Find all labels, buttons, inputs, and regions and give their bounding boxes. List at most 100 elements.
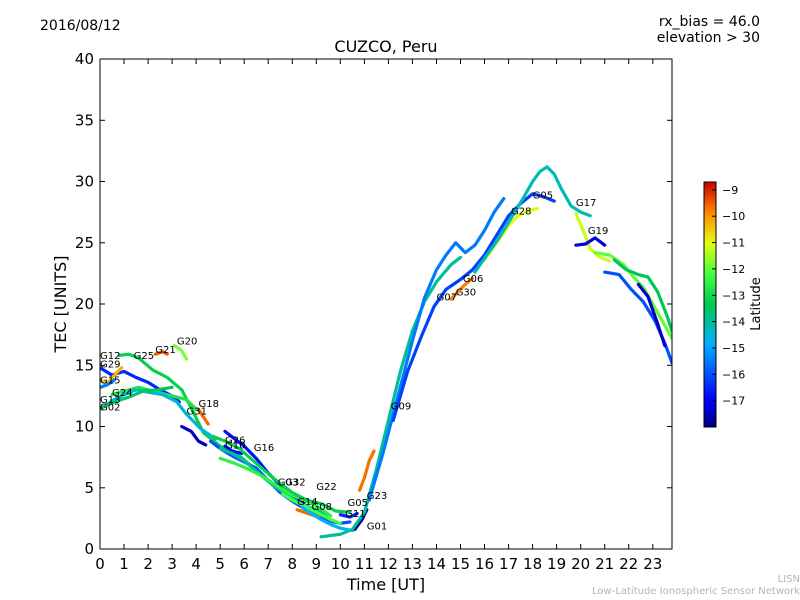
x-tick-label: 0 (95, 555, 105, 573)
colorbar (703, 181, 717, 428)
series-label-g25: G25 (134, 351, 154, 362)
y-tick-label: 35 (75, 111, 94, 129)
series-label-g08: G08 (312, 502, 332, 513)
series-g02 (100, 385, 174, 410)
series-label-g19: G19 (588, 226, 608, 237)
colorbar-tick-label: −13 (722, 289, 745, 302)
x-tick-label: 8 (288, 555, 298, 573)
y-tick-label: 40 (75, 50, 94, 68)
series-label-g26: G26 (225, 436, 245, 447)
series-g25 (117, 352, 256, 470)
series-g09 (319, 255, 463, 539)
series-g20 (172, 344, 189, 361)
series-label-g12: G12 (100, 351, 120, 362)
x-tick-label: 5 (215, 555, 225, 573)
series-label-g22: G22 (316, 482, 336, 493)
series-g29 (100, 366, 124, 386)
colorbar-tick-label: −10 (722, 210, 745, 223)
x-tick-label: 13 (403, 555, 422, 573)
series-label-g02: G02 (100, 403, 120, 414)
date-label: 2016/08/12 (40, 18, 121, 34)
series-g19 (574, 236, 607, 247)
series-label-g16: G16 (254, 443, 274, 454)
series-g30 (449, 276, 475, 301)
series-g21 (153, 350, 169, 356)
x-tick-label: 16 (475, 555, 494, 573)
colorbar-tick-label: −17 (722, 395, 745, 408)
x-tick-label: 3 (167, 555, 177, 573)
colorbar-tick-label: −12 (722, 263, 745, 276)
series-label-g11: G11 (345, 509, 365, 520)
colorbar-tick-label: −9 (722, 184, 738, 197)
series-label-g32: G32 (285, 477, 305, 488)
plot-frame (99, 58, 673, 550)
series-g14 (281, 492, 342, 525)
x-tick-label: 17 (499, 555, 518, 573)
series-label-g24: G24 (112, 388, 132, 399)
x-tick-label: 10 (331, 555, 350, 573)
series-g05 (473, 165, 592, 274)
elevation-label: elevation > 30 (656, 30, 760, 46)
x-tick-label: 15 (451, 555, 470, 573)
colorbar-tick-label: −14 (722, 316, 745, 329)
series-label-g09: G09 (391, 401, 411, 412)
series-label-g29: G29 (100, 360, 120, 371)
series-g05 (338, 511, 359, 519)
series-label-g03: G03 (278, 477, 298, 488)
series-label-g05: G05 (348, 498, 368, 509)
footer: LISN Low-Latitude Ionospheric Sensor Net… (592, 574, 800, 598)
series-g06 (391, 192, 556, 422)
x-tick-label: 11 (355, 555, 374, 573)
colorbar-label: Latitude (749, 277, 764, 331)
series-g05 (636, 282, 667, 348)
series-label-g01: G01 (367, 521, 387, 532)
series-g10 (209, 439, 352, 525)
y-tick-label: 10 (75, 418, 94, 436)
x-tick-label: 6 (239, 555, 249, 573)
series-label-g20: G20 (177, 336, 197, 347)
y-tick-label: 0 (84, 540, 94, 558)
series-g13 (100, 388, 217, 441)
footer-network: Low-Latitude Ionospheric Sensor Network (592, 586, 800, 597)
x-tick-label: 20 (571, 555, 590, 573)
series-g15 (100, 378, 116, 389)
series-label-g10: G10 (225, 441, 245, 452)
series-g26 (223, 444, 244, 455)
series-label-g23: G23 (367, 491, 387, 502)
rx-bias-label: rx_bias = 46.0 (658, 14, 760, 30)
y-tick-label: 15 (75, 356, 94, 374)
x-tick-label: 18 (523, 555, 542, 573)
series-label-g18: G18 (199, 399, 219, 410)
series-g28 (593, 251, 672, 340)
x-tick-label: 4 (191, 555, 201, 573)
colorbar-tick-label: −16 (722, 368, 745, 381)
series-g30 (612, 258, 672, 333)
x-tick-label: 9 (312, 555, 322, 573)
series-label-g28: G28 (511, 207, 531, 218)
series-label-g07: G07 (437, 292, 457, 303)
series-label-g13: G13 (100, 395, 120, 406)
y-tick-label: 20 (75, 295, 94, 313)
series-g32 (218, 456, 333, 518)
chart-title: CUZCO, Peru (334, 37, 437, 56)
axes: 0 1 2 3 4 5 6 7 8 9 10 11 12 13 14 15 16 17 18 19 20 21 22 2305… (75, 50, 672, 573)
x-tick-label: 19 (547, 555, 566, 573)
series-layer (100, 165, 672, 539)
colorbar-tick-label: −15 (722, 342, 745, 355)
series-label-g15: G15 (100, 376, 120, 387)
series-g22 (211, 434, 352, 514)
series-g11 (300, 505, 354, 533)
series-label-g31: G31 (187, 406, 207, 417)
series-label-g06: G06 (463, 274, 483, 285)
series-g17 (574, 211, 612, 263)
series-g31 (180, 424, 208, 447)
x-tick-label: 23 (643, 555, 662, 573)
series-g18 (196, 407, 210, 426)
x-axis-label: Time [UT] (346, 575, 425, 594)
colorbar-tick-label: −11 (722, 237, 745, 250)
y-tick-label: 30 (75, 173, 94, 191)
y-tick-label: 5 (84, 479, 94, 497)
x-tick-label: 1 (119, 555, 129, 573)
